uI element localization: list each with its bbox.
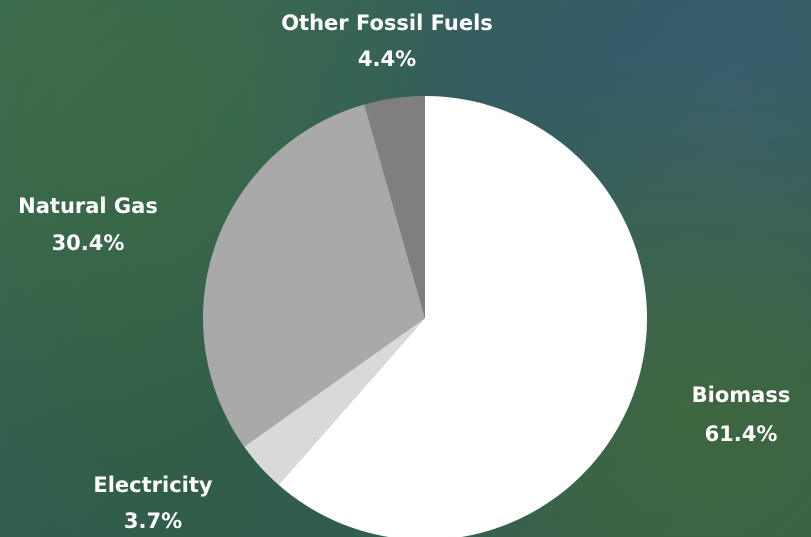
slice-value: 30.4% (52, 231, 125, 255)
slice-value: 4.4% (358, 47, 416, 71)
pie-slice (203, 104, 425, 447)
slice-label: Other Fossil Fuels (281, 11, 493, 35)
pie-slice (364, 96, 425, 318)
slice-label: Natural Gas (18, 194, 158, 218)
pie-slice (278, 96, 647, 537)
slice-label: Biomass (692, 383, 791, 407)
slice-value: 3.7% (124, 509, 182, 533)
slice-value: 61.4% (705, 422, 778, 446)
slice-label: Electricity (93, 473, 213, 497)
pie-slice (244, 318, 425, 485)
